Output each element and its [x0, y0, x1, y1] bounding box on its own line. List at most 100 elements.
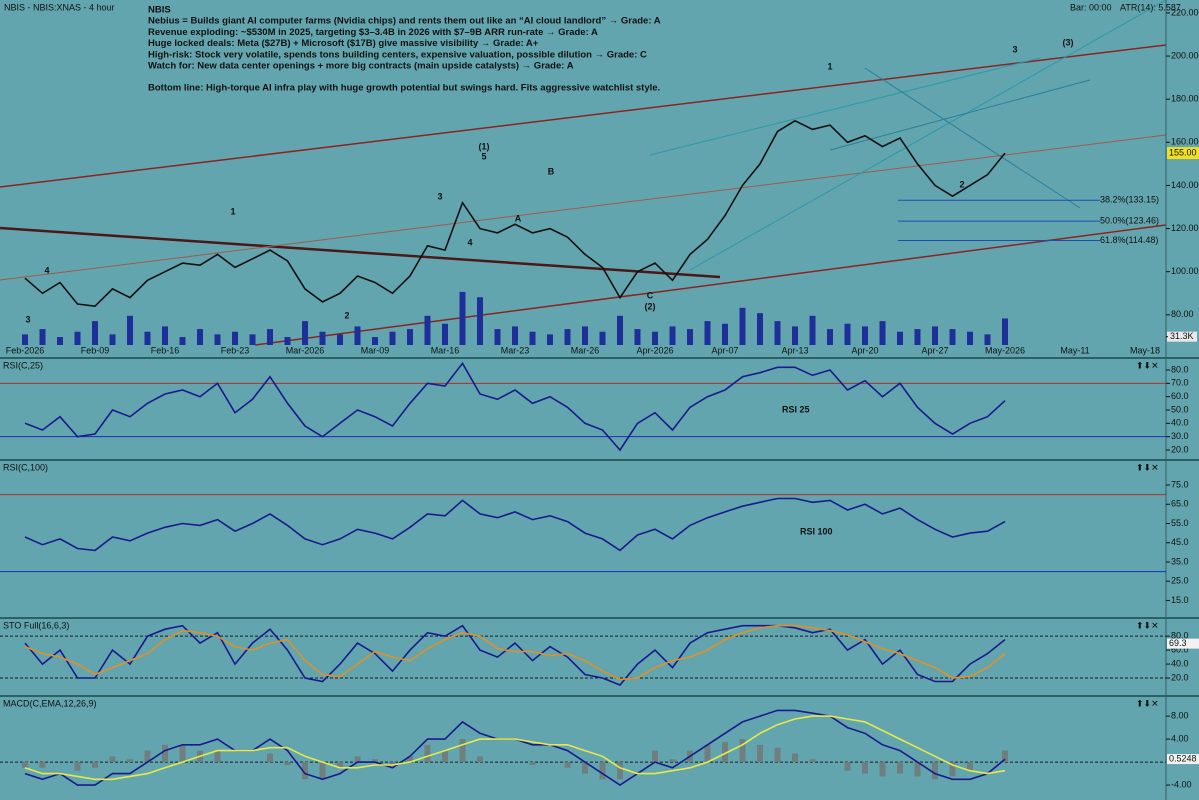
bar — [897, 331, 903, 345]
bar — [827, 329, 833, 345]
bar — [407, 756, 413, 763]
bar — [162, 744, 168, 763]
bar — [459, 739, 466, 763]
wave-label: (2) — [645, 301, 656, 311]
bar — [634, 329, 641, 345]
bar — [1002, 750, 1008, 763]
x-tick-label: May-18 — [1130, 345, 1160, 355]
last-price-tag — [1167, 147, 1199, 160]
y-tick-label: 80.0 — [1171, 364, 1189, 374]
bar — [564, 762, 571, 768]
bar — [704, 744, 711, 763]
x-tick-label: Feb-2026 — [6, 345, 45, 355]
bar — [652, 750, 658, 763]
x-tick-label: May-11 — [1060, 345, 1089, 355]
y-tick-label: 75.0 — [1171, 479, 1189, 489]
y-tick-label: 25.0 — [1171, 576, 1189, 586]
bar — [774, 321, 781, 345]
x-tick-label: May-2026 — [985, 345, 1025, 355]
atr-value: ATR(14): 5.587 — [1120, 2, 1181, 12]
pane-controls: ⬆⬇✕ — [1136, 360, 1159, 370]
bar — [39, 762, 46, 768]
bar — [1002, 318, 1008, 345]
y-tick-label: 20.0 — [1171, 672, 1189, 682]
y2-tick-tag — [1167, 331, 1197, 342]
bar — [739, 739, 746, 763]
y-tick-label: 50.0 — [1171, 404, 1189, 414]
x-tick-label: Feb-23 — [221, 345, 250, 355]
note-line: High-risk: Stock very volatile, spends t… — [148, 49, 647, 60]
x-tick-label: Apr-27 — [921, 345, 948, 355]
series-line — [24, 715, 1006, 781]
bar — [389, 331, 396, 345]
bar — [109, 756, 116, 763]
bar — [739, 307, 746, 345]
bar — [459, 291, 466, 345]
bar — [302, 321, 308, 345]
bar — [617, 762, 623, 780]
trendline — [689, 0, 1167, 271]
y2-tick-label: 31.3K — [1170, 331, 1194, 341]
bar — [582, 762, 588, 774]
x-tick-label: Mar-09 — [361, 345, 390, 355]
note-line: Huge locked deals: Meta ($27B) + Microso… — [148, 38, 539, 49]
y-tick-label: 8.00 — [1171, 710, 1189, 720]
y-tick-label: 120.00 — [1171, 223, 1199, 233]
bar — [372, 337, 378, 345]
bar — [582, 326, 588, 345]
bar — [844, 762, 851, 771]
bar — [407, 329, 413, 345]
series-line — [24, 119, 1006, 308]
bar — [337, 334, 343, 345]
bar — [949, 762, 956, 777]
bar — [337, 762, 343, 768]
bar — [162, 326, 168, 345]
bar — [914, 329, 921, 345]
bar — [984, 334, 991, 345]
last-price-label: 155.00 — [1169, 147, 1197, 157]
wave-label: 1 — [230, 206, 235, 216]
trendline — [0, 134, 1167, 281]
pane-controls: ⬆⬇✕ — [1136, 698, 1159, 708]
bar — [92, 762, 98, 768]
bar — [687, 329, 693, 345]
bar — [669, 326, 676, 345]
bar — [844, 323, 851, 345]
x-tick-label: Mar-2026 — [286, 345, 325, 355]
x-tick-label: Mar-23 — [501, 345, 530, 355]
series-line — [24, 497, 1006, 552]
bar — [512, 326, 518, 345]
trendline — [829, 79, 1091, 151]
wave-label: 2 — [959, 179, 964, 189]
bar — [494, 329, 501, 345]
trendlines — [0, 0, 1167, 346]
bar — [949, 329, 956, 345]
note-line: Bottom line: High-torque AI infra play w… — [148, 83, 660, 94]
bar — [284, 762, 291, 765]
bar — [897, 762, 903, 774]
trendline — [649, 57, 1041, 156]
bar — [109, 334, 116, 345]
bar — [809, 759, 816, 763]
x-tick-label: Apr-07 — [711, 345, 738, 355]
x-tick-label: Apr-13 — [781, 345, 808, 355]
y-tick-label: 55.0 — [1171, 518, 1189, 528]
pane-title: RSI(C,100) — [3, 462, 48, 472]
note-line: NBIS — [148, 5, 171, 16]
bar — [757, 313, 763, 345]
note-line: Revenue exploding: ~$530M in 2025, targe… — [148, 27, 598, 38]
wave-label: 2 — [344, 310, 349, 320]
bar — [757, 744, 763, 763]
bar — [179, 337, 186, 345]
x-tick-label: Mar-26 — [571, 345, 600, 355]
bar — [932, 762, 938, 780]
bar — [529, 331, 536, 345]
bar — [774, 747, 781, 763]
wave-label: (1) — [479, 141, 490, 151]
y-tick-label: 100.00 — [1171, 266, 1199, 276]
y-tick-label: 40.0 — [1171, 418, 1189, 428]
y-tick-label: 80.00 — [1171, 309, 1194, 319]
